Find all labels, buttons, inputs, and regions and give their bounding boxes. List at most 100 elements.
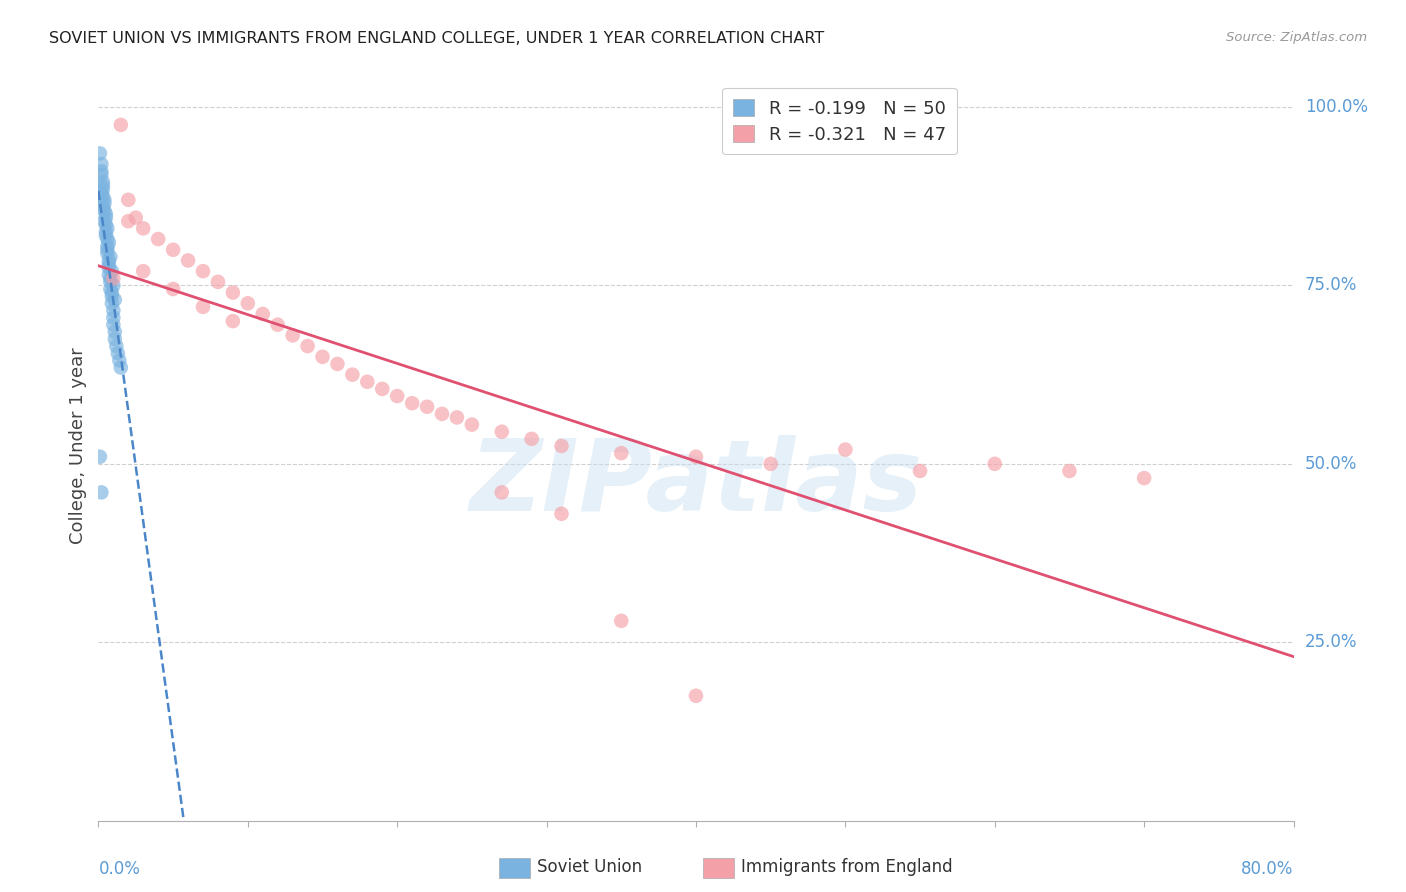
Point	[89, 146, 111, 161]
Point	[103, 318, 125, 332]
Point	[97, 253, 120, 268]
Point	[125, 211, 148, 225]
Point	[94, 225, 117, 239]
Point	[108, 353, 131, 368]
Point	[101, 264, 124, 278]
Text: 75.0%: 75.0%	[1305, 277, 1357, 294]
Text: ZIPatlas: ZIPatlas	[470, 435, 922, 532]
Point	[610, 614, 633, 628]
Point	[98, 271, 122, 285]
Point	[97, 268, 120, 282]
Point	[177, 253, 200, 268]
Text: SOVIET UNION VS IMMIGRANTS FROM ENGLAND COLLEGE, UNDER 1 YEAR CORRELATION CHART: SOVIET UNION VS IMMIGRANTS FROM ENGLAND …	[49, 31, 824, 46]
Point	[91, 200, 114, 214]
Point	[385, 389, 409, 403]
Point	[252, 307, 274, 321]
Point	[281, 328, 304, 343]
Point	[685, 450, 707, 464]
Point	[104, 325, 127, 339]
Point	[104, 332, 127, 346]
Point	[267, 318, 290, 332]
Point	[101, 285, 124, 300]
Point	[94, 228, 117, 243]
Legend: R = -0.199   N = 50, R = -0.321   N = 47: R = -0.199 N = 50, R = -0.321 N = 47	[721, 88, 957, 154]
Text: 0.0%: 0.0%	[98, 860, 141, 878]
Point	[132, 264, 155, 278]
Text: Soviet Union: Soviet Union	[537, 858, 643, 876]
Point	[191, 264, 214, 278]
Point	[356, 375, 378, 389]
Point	[908, 464, 931, 478]
Point	[191, 300, 214, 314]
Point	[461, 417, 484, 432]
Point	[491, 425, 513, 439]
Point	[297, 339, 319, 353]
Point	[105, 339, 128, 353]
Point	[162, 282, 184, 296]
Point	[342, 368, 364, 382]
Point	[550, 439, 572, 453]
Point	[520, 432, 543, 446]
Point	[834, 442, 856, 457]
Point	[96, 246, 118, 260]
Y-axis label: College, Under 1 year: College, Under 1 year	[69, 348, 87, 544]
Point	[162, 243, 184, 257]
Point	[98, 250, 122, 264]
Point	[97, 235, 120, 250]
Text: 80.0%: 80.0%	[1241, 860, 1294, 878]
Point	[101, 296, 124, 310]
Point	[91, 182, 114, 196]
Point	[101, 289, 124, 303]
Point	[103, 303, 125, 318]
Point	[491, 485, 513, 500]
Point	[96, 243, 118, 257]
Point	[401, 396, 423, 410]
Point	[326, 357, 349, 371]
Text: 100.0%: 100.0%	[1305, 98, 1368, 116]
Text: Immigrants from England: Immigrants from England	[741, 858, 953, 876]
Point	[416, 400, 439, 414]
Point	[91, 189, 114, 203]
Point	[97, 257, 120, 271]
Point	[94, 211, 117, 225]
Point	[107, 346, 129, 360]
Point	[1133, 471, 1156, 485]
Point	[311, 350, 333, 364]
Point	[1059, 464, 1081, 478]
Text: Source: ZipAtlas.com: Source: ZipAtlas.com	[1226, 31, 1367, 45]
Point	[103, 278, 125, 293]
Point	[110, 118, 132, 132]
Point	[91, 175, 114, 189]
Text: 50.0%: 50.0%	[1305, 455, 1357, 473]
Point	[97, 260, 120, 275]
Point	[98, 282, 122, 296]
Point	[117, 193, 139, 207]
Point	[93, 203, 115, 218]
Point	[207, 275, 229, 289]
Point	[759, 457, 782, 471]
Point	[94, 207, 117, 221]
Point	[550, 507, 572, 521]
Point	[103, 310, 125, 325]
Point	[93, 193, 115, 207]
Point	[371, 382, 394, 396]
Point	[132, 221, 155, 235]
Point	[103, 271, 125, 285]
Point	[93, 196, 115, 211]
Point	[89, 450, 111, 464]
Text: 25.0%: 25.0%	[1305, 633, 1357, 651]
Point	[98, 275, 122, 289]
Point	[222, 285, 245, 300]
Point	[610, 446, 633, 460]
Point	[148, 232, 170, 246]
Point	[104, 293, 127, 307]
Point	[94, 218, 117, 232]
Point	[236, 296, 259, 310]
Point	[110, 360, 132, 375]
Point	[91, 178, 114, 193]
Point	[90, 168, 112, 182]
Point	[96, 232, 118, 246]
Point	[96, 221, 118, 235]
Point	[90, 157, 112, 171]
Point	[96, 239, 118, 253]
